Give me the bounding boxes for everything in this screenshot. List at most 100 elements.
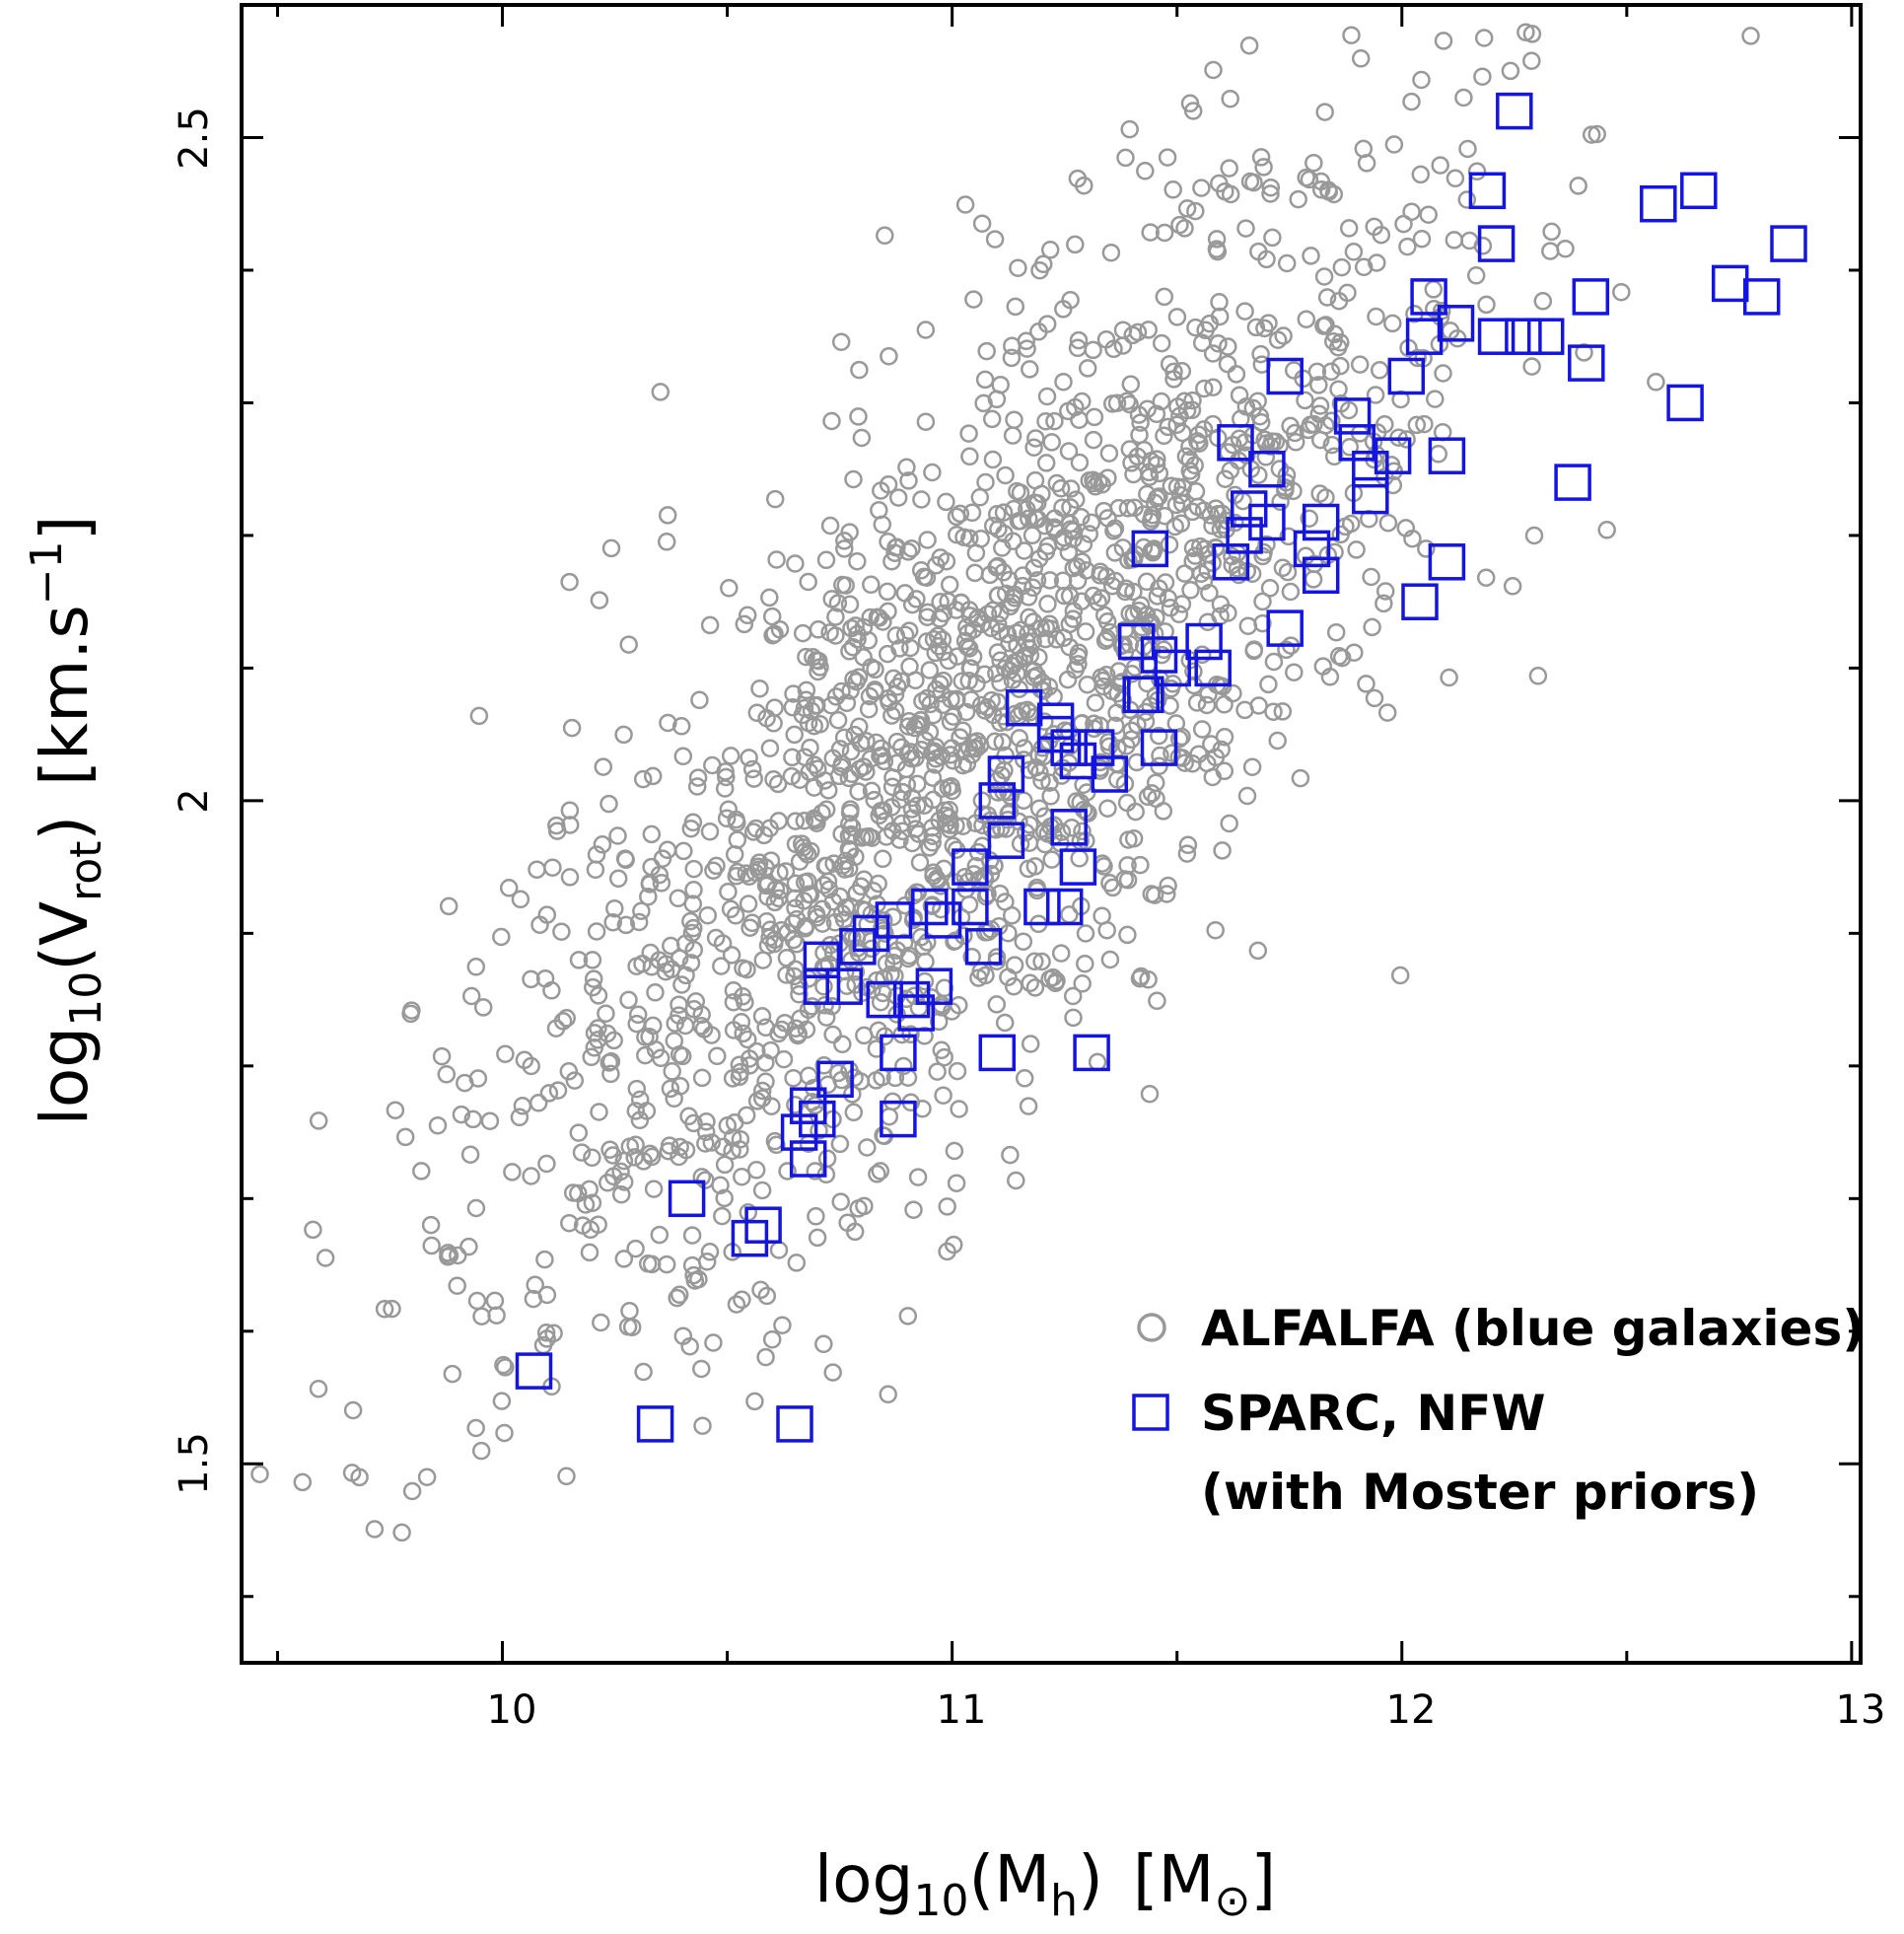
alfalfa-point [619, 990, 638, 1010]
alfalfa-point [724, 1021, 743, 1039]
alfalfa-point [799, 572, 817, 592]
alfalfa-point [746, 819, 765, 838]
alfalfa-point [1261, 178, 1281, 197]
alfalfa-point [790, 852, 810, 871]
alfalfa-point [1328, 337, 1348, 357]
alfalfa-point [823, 892, 843, 911]
y-axis-title: log10(Vrot)[km.s−1] [22, 516, 111, 1126]
sparc-point [1140, 636, 1178, 674]
alfalfa-point [915, 796, 934, 815]
alfalfa-point [786, 834, 806, 854]
alfalfa-point [806, 1096, 824, 1114]
alfalfa-point [1501, 61, 1520, 81]
alfalfa-point [976, 472, 995, 492]
sparc-point [1045, 888, 1084, 926]
alfalfa-point [630, 1110, 650, 1130]
alfalfa-point [852, 428, 872, 448]
alfalfa-point [947, 816, 965, 835]
alfalfa-point [569, 1123, 589, 1142]
alfalfa-point [988, 586, 1008, 605]
alfalfa-point [687, 777, 707, 796]
alfalfa-point [1001, 787, 1021, 806]
sparc-point [952, 888, 989, 926]
alfalfa-point [1172, 727, 1191, 747]
alfalfa-point [597, 1004, 615, 1023]
sparc-point [1050, 729, 1088, 766]
alfalfa-point [879, 1385, 897, 1404]
alfalfa-point [1100, 950, 1120, 969]
alfalfa-point [1155, 287, 1174, 307]
alfalfa-point [765, 698, 784, 717]
alfalfa-point [1003, 593, 1022, 612]
sparc-point [1428, 437, 1466, 474]
alfalfa-point [855, 1026, 874, 1045]
alfalfa-point [963, 647, 983, 667]
alfalfa-point [627, 1014, 646, 1034]
alfalfa-point [1320, 668, 1340, 686]
alfalfa-point [1124, 582, 1143, 602]
alfalfa-point [1297, 168, 1315, 187]
alfalfa-point [1097, 920, 1116, 940]
alfalfa-point [1412, 229, 1432, 249]
alfalfa-point [736, 993, 754, 1012]
sparc-point [1154, 649, 1191, 687]
alfalfa-point [874, 849, 892, 869]
alfalfa-point [1036, 411, 1055, 431]
alfalfa-point [468, 1069, 488, 1088]
alfalfa-point [1156, 506, 1174, 526]
sparc-point [1266, 357, 1304, 395]
alfalfa-point [1070, 849, 1089, 868]
alfalfa-point [1073, 974, 1092, 993]
alfalfa-point [582, 1047, 600, 1067]
alfalfa-series [250, 23, 1760, 1542]
alfalfa-point [1166, 495, 1186, 515]
alfalfa-point [840, 841, 860, 860]
alfalfa-point [1331, 356, 1350, 376]
alfalfa-point [668, 1288, 686, 1308]
alfalfa-point [1338, 283, 1357, 303]
sparc-point [1568, 344, 1605, 382]
alfalfa-point [590, 1103, 608, 1121]
alfalfa-point [908, 1168, 928, 1186]
alfalfa-point [991, 604, 1010, 623]
alfalfa-point [1026, 429, 1045, 448]
alfalfa-point [636, 1028, 655, 1046]
alfalfa-point [964, 290, 983, 309]
alfalfa-point [1013, 576, 1032, 596]
alfalfa-point [1155, 426, 1173, 446]
y-tick-labels: 1.5 2 2.5 [172, 107, 217, 1495]
alfalfa-point [573, 1216, 593, 1235]
alfalfa-point [1390, 966, 1410, 985]
alfalfa-point [1150, 464, 1169, 483]
alfalfa-point [960, 447, 979, 466]
alfalfa-point [463, 1110, 483, 1129]
alfalfa-point [616, 915, 636, 935]
alfalfa-point [814, 1334, 833, 1354]
alfalfa-point [814, 976, 833, 996]
alfalfa-point [1261, 184, 1280, 203]
alfalfa-point [719, 800, 739, 819]
alfalfa-point [1277, 253, 1297, 273]
alfalfa-point [996, 466, 1015, 485]
alfalfa-point [1025, 470, 1045, 490]
alfalfa-point [966, 857, 986, 876]
alfalfa-point [1042, 433, 1061, 452]
alfalfa-point [625, 1148, 644, 1167]
alfalfa-point [1145, 493, 1164, 513]
alfalfa-point [882, 777, 902, 797]
alfalfa-point [717, 767, 736, 787]
alfalfa-point [626, 1135, 645, 1155]
alfalfa-point [1268, 731, 1287, 751]
alfalfa-point [770, 863, 789, 883]
alfalfa-point [1357, 154, 1376, 173]
alfalfa-point [1431, 156, 1449, 175]
alfalfa-point [608, 826, 627, 845]
alfalfa-point [1076, 954, 1094, 973]
alfalfa-point [589, 1019, 607, 1038]
alfalfa-point [469, 706, 489, 726]
alfalfa-point [787, 909, 807, 929]
alfalfa-point [1190, 434, 1209, 453]
sparc-point [1266, 609, 1304, 647]
y-tick-label: 2 [172, 788, 217, 813]
alfalfa-point [1161, 599, 1180, 617]
